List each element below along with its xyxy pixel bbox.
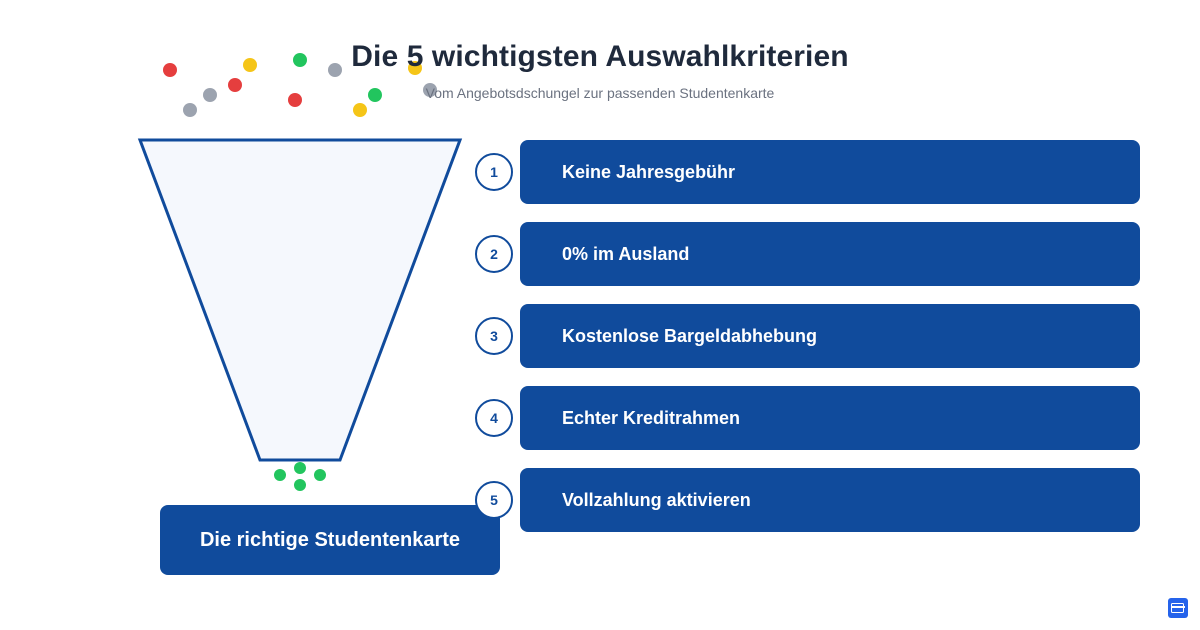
result-box: Die richtige Studentenkarte	[160, 505, 500, 575]
incoming-dot-gray	[423, 83, 437, 97]
incoming-dot-yellow	[353, 103, 367, 117]
criterion-label: Keine Jahresgebühr	[520, 140, 1140, 204]
funnel-shape	[137, 138, 463, 462]
criterion-label: Kostenlose Bargeldabhebung	[520, 304, 1140, 368]
criterion-1: 1 Keine Jahresgebühr	[475, 140, 1140, 204]
criterion-number-badge: 5	[475, 481, 513, 519]
criterion-5: 5 Vollzahlung aktivieren	[475, 468, 1140, 532]
page-subtitle: Vom Angebotsdschungel zur passenden Stud…	[425, 85, 775, 101]
credit-card-icon[interactable]	[1168, 598, 1188, 618]
output-dot-green	[294, 479, 306, 491]
incoming-dot-gray	[328, 63, 342, 77]
criterion-3: 3 Kostenlose Bargeldabhebung	[475, 304, 1140, 368]
criterion-number-badge: 2	[475, 235, 513, 273]
incoming-dot-yellow	[408, 61, 422, 75]
criterion-4: 4 Echter Kreditrahmen	[475, 386, 1140, 450]
output-dot-green	[314, 469, 326, 481]
criterion-label: Echter Kreditrahmen	[520, 386, 1140, 450]
criterion-label: Vollzahlung aktivieren	[520, 468, 1140, 532]
criterion-2: 2 0% im Ausland	[475, 222, 1140, 286]
output-dot-green	[294, 462, 306, 474]
criterion-label: 0% im Ausland	[520, 222, 1140, 286]
incoming-dot-gray	[183, 103, 197, 117]
incoming-dot-red	[228, 78, 242, 92]
criterion-number-badge: 3	[475, 317, 513, 355]
incoming-dot-green	[368, 88, 382, 102]
incoming-dot-red	[288, 93, 302, 107]
criterion-number-badge: 1	[475, 153, 513, 191]
page-title: Die 5 wichtigsten Auswahlkriterien	[351, 40, 849, 73]
incoming-dot-green	[293, 53, 307, 67]
incoming-dots	[163, 53, 437, 117]
output-dots	[274, 462, 326, 491]
criterion-number-badge: 4	[475, 399, 513, 437]
incoming-dot-red	[163, 63, 177, 77]
output-dot-green	[274, 469, 286, 481]
incoming-dot-gray	[203, 88, 217, 102]
incoming-dot-yellow	[243, 58, 257, 72]
